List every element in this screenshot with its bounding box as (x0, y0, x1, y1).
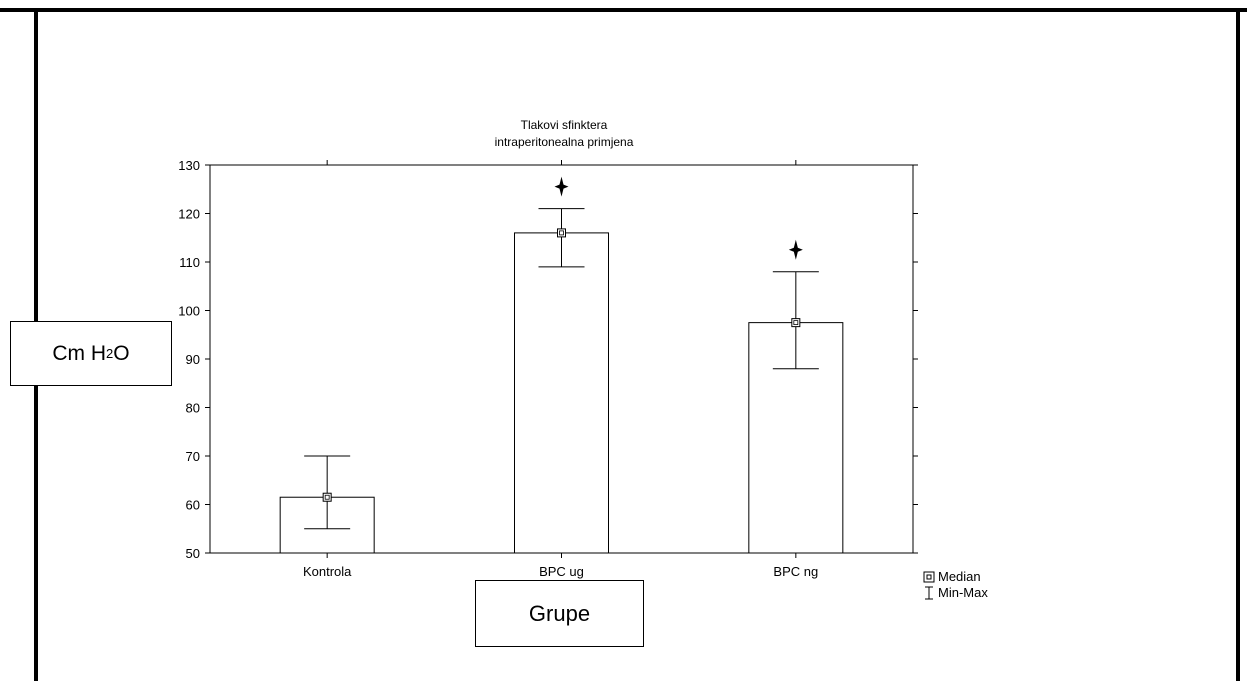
x-tick-label: Kontrola (303, 564, 352, 579)
y-tick-label: 90 (186, 352, 200, 367)
legend-median-square-icon (923, 571, 935, 583)
y-axis-label-main: Cm H (52, 341, 107, 365)
legend-median-label: Median (938, 569, 981, 584)
legend: Median Min-Max (923, 569, 988, 600)
y-tick-label: 120 (178, 207, 200, 222)
y-tick-label: 100 (178, 304, 200, 319)
median-marker-inner (324, 494, 330, 500)
bar (514, 232, 609, 554)
y-axis-label-tail: O (113, 341, 130, 365)
chart-title: Tlakovi sfinktera (521, 118, 608, 132)
significance-star-icon (788, 239, 803, 260)
median-marker-inner (559, 230, 564, 236)
median-marker (557, 228, 566, 238)
median-marker (322, 492, 332, 502)
significance-star-icon (554, 176, 569, 197)
y-axis-label-subscript: 2 (106, 346, 114, 361)
y-tick-label: 80 (186, 401, 200, 416)
y-tick-label: 70 (186, 449, 200, 464)
y-tick-label: 130 (178, 158, 200, 173)
x-axis: Kontrola BPC ug BPC ng (303, 160, 818, 579)
y-tick-label: 50 (186, 546, 200, 561)
median-marker (791, 318, 801, 328)
x-tick-label: BPC ng (773, 564, 818, 579)
legend-median-inner-icon (926, 574, 932, 580)
x-tick-label: BPC ug (539, 564, 584, 579)
y-axis: 50 60 70 80 90 100 110 120 130 (178, 158, 918, 561)
legend-minmax-label: Min-Max (938, 585, 988, 600)
x-axis-label: Grupe (475, 580, 644, 647)
bars-group (279, 176, 844, 554)
y-tick-label: 60 (186, 498, 200, 513)
chart-subtitle: intraperitonealna primjena (495, 135, 634, 149)
y-tick-label: 110 (179, 255, 200, 270)
median-marker-inner (793, 320, 799, 326)
